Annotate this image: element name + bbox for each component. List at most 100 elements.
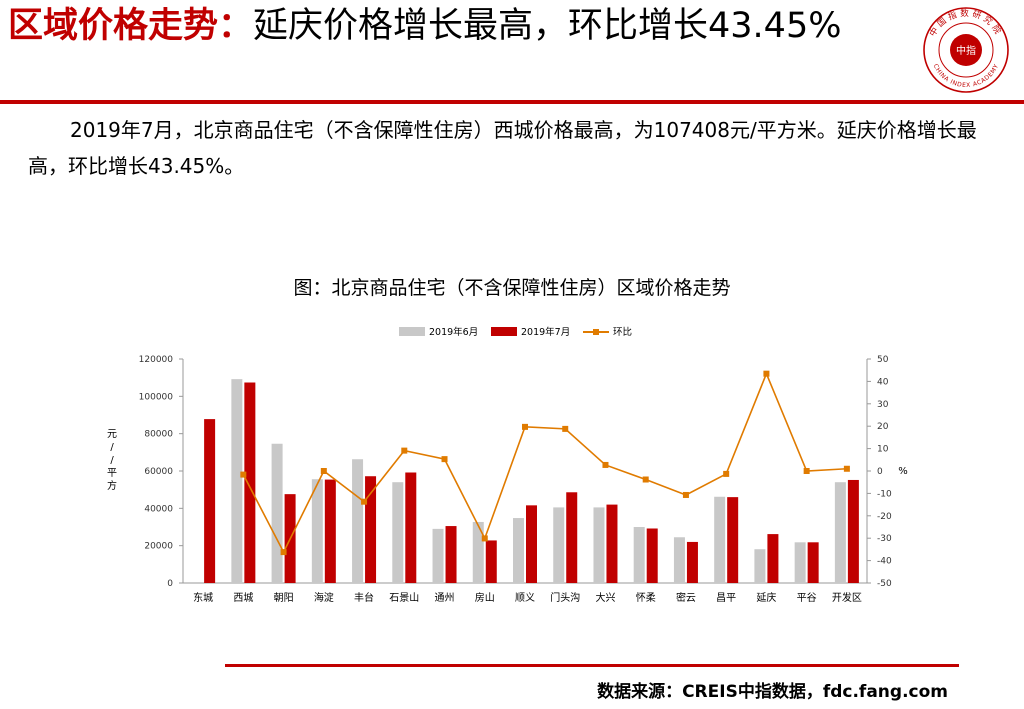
mom-point-7 xyxy=(522,423,528,430)
bar-june-9 xyxy=(553,507,565,583)
bottom-divider xyxy=(225,664,959,667)
logo-icon: 中国指数研究院 CHINA INDEX ACADEMY 中指 xyxy=(923,7,1009,93)
bar-june-12 xyxy=(673,537,685,583)
x-tick-label: 丰台 xyxy=(354,591,374,604)
bar-june-16 xyxy=(834,482,846,583)
y-left-tick-label: 40000 xyxy=(144,504,173,514)
legend-june-swatch xyxy=(399,327,425,336)
mom-point-2 xyxy=(320,468,327,474)
bar-july-4 xyxy=(365,476,377,583)
bar-july-14 xyxy=(767,534,779,583)
bar-june-7 xyxy=(472,521,484,583)
y-right-tick-label: 10 xyxy=(877,445,889,455)
y-right-axis-label: % xyxy=(898,466,908,477)
y-right-tick-label: 50 xyxy=(877,355,889,365)
title-rest: 延庆价格增长最高，环比增长43.45% xyxy=(253,6,842,46)
title-highlight: 区域价格走势： xyxy=(8,6,254,46)
mom-point-11 xyxy=(682,491,689,498)
bar-july-16 xyxy=(847,479,859,583)
mom-point-8 xyxy=(562,425,569,432)
mom-point-14 xyxy=(803,468,810,474)
bar-june-4 xyxy=(352,459,364,583)
legend-july-swatch xyxy=(491,327,517,336)
y-right-tick-label: 40 xyxy=(877,377,889,387)
legend-mom-label: 环比 xyxy=(613,326,632,338)
bar-july-6 xyxy=(445,526,457,583)
y-right-tick-label: -40 xyxy=(877,557,892,567)
y-right-tick-label: 0 xyxy=(877,467,883,477)
mom-point-1 xyxy=(280,549,287,556)
y-left-tick-label: 20000 xyxy=(144,542,173,552)
x-tick-label: 延庆 xyxy=(756,591,776,604)
y-right-tick-label: -30 xyxy=(877,534,892,544)
x-tick-label: 密云 xyxy=(676,591,696,604)
x-tick-label: 怀柔 xyxy=(636,592,656,604)
y-left-axis-label: / xyxy=(110,442,114,453)
title-divider xyxy=(0,100,1024,104)
bar-july-10 xyxy=(606,504,618,583)
mom-point-15 xyxy=(843,465,850,472)
y-right-tick-label: -50 xyxy=(877,579,892,589)
x-tick-label: 东城 xyxy=(193,591,213,604)
mom-point-0 xyxy=(240,471,247,478)
bar-june-10 xyxy=(593,507,605,583)
x-tick-label: 平谷 xyxy=(797,592,817,604)
bar-july-8 xyxy=(526,505,537,583)
y-left-axis-label: 元 xyxy=(107,429,117,440)
legend-july-label: 2019年7月 xyxy=(521,326,570,338)
y-right-tick-label: 20 xyxy=(877,422,889,432)
bar-june-13 xyxy=(714,496,726,583)
mom-point-10 xyxy=(642,476,649,483)
y-left-tick-label: 0 xyxy=(167,579,173,589)
legend-june-label: 2019年6月 xyxy=(429,326,478,338)
mom-point-4 xyxy=(401,447,408,454)
bar-july-0 xyxy=(204,419,216,583)
bar-july-11 xyxy=(646,528,658,583)
y-left-axis-label: 方 xyxy=(107,479,117,492)
x-tick-label: 通州 xyxy=(435,592,455,604)
y-left-axis-label: 平 xyxy=(107,468,117,479)
bar-june-8 xyxy=(513,518,524,583)
y-left-tick-label: 100000 xyxy=(139,392,174,402)
bar-june-5 xyxy=(392,482,404,583)
x-tick-label: 朝阳 xyxy=(274,592,294,604)
x-tick-label: 石景山 xyxy=(389,592,419,604)
bar-june-2 xyxy=(271,443,283,583)
mom-point-3 xyxy=(361,498,368,505)
body-paragraph: 2019年7月，北京商品住宅（不含保障性住房）西城价格最高，为107408元/平… xyxy=(28,118,977,178)
y-left-tick-label: 60000 xyxy=(144,467,173,477)
mom-point-12 xyxy=(723,470,730,477)
mom-point-13 xyxy=(763,370,770,377)
bar-june-6 xyxy=(432,528,444,583)
y-left-tick-label: 80000 xyxy=(144,430,173,440)
y-left-tick-label: 120000 xyxy=(139,355,174,365)
chart-caption: 图：北京商品住宅（不含保障性住房）区域价格走势 xyxy=(293,277,731,299)
x-tick-label: 门头沟 xyxy=(550,591,580,604)
bar-july-7 xyxy=(485,540,497,583)
legend-mom-marker xyxy=(593,329,599,335)
bar-june-3 xyxy=(311,479,323,583)
y-right-tick-label: 30 xyxy=(877,400,889,410)
bar-june-14 xyxy=(754,549,766,583)
mom-line xyxy=(242,371,847,554)
bar-july-3 xyxy=(324,479,336,583)
logo-center-text: 中指 xyxy=(956,44,976,57)
bar-july-9 xyxy=(566,492,578,583)
mom-point-6 xyxy=(481,535,488,542)
x-tick-label: 顺义 xyxy=(515,592,535,604)
y-right-tick-label: -20 xyxy=(877,512,892,522)
bar-july-1 xyxy=(244,382,256,583)
bar-june-1 xyxy=(231,379,243,583)
x-tick-label: 海淀 xyxy=(314,591,334,604)
bar-july-13 xyxy=(727,497,739,583)
y-left-axis-label: / xyxy=(110,455,114,466)
data-source: 数据来源：CREIS中指数据，fdc.fang.com xyxy=(597,682,948,702)
page-title: 区域价格走势：延庆价格增长最高，环比增长43.45% xyxy=(8,4,908,49)
x-tick-label: 昌平 xyxy=(716,592,736,604)
region-price-chart: 0 20000 40000 60000 80000 100000 120000 -50 -40 -… xyxy=(107,326,908,604)
bar-june-11 xyxy=(633,527,645,583)
y-right-tick-label: -10 xyxy=(877,489,892,499)
mom-point-5 xyxy=(441,456,448,463)
mom-point-9 xyxy=(602,461,609,468)
x-tick-label: 大兴 xyxy=(595,591,615,604)
